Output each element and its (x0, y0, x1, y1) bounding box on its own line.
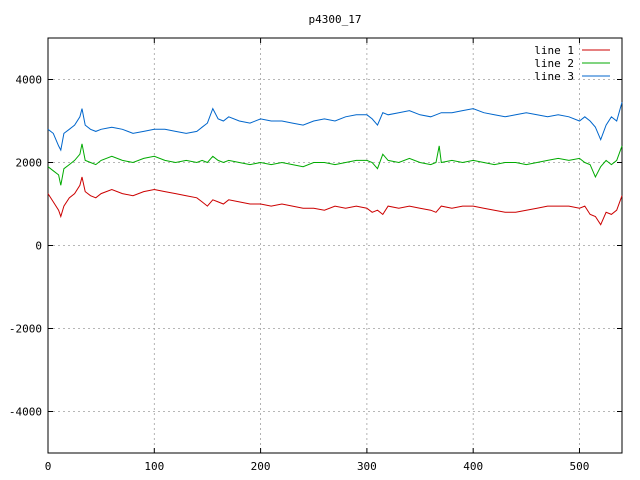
series-lines (47, 102, 623, 226)
legend-label-2: line 2 (534, 57, 574, 70)
series-line-3 (47, 102, 623, 152)
x-tick-label: 400 (463, 460, 483, 473)
series-line-2 (47, 143, 623, 186)
y-tick-label: -4000 (9, 406, 42, 419)
x-tick-label: 300 (357, 460, 377, 473)
legend-label-3: line 3 (534, 70, 574, 83)
series-line-1 (47, 176, 623, 226)
y-tick-label: 0 (35, 240, 42, 253)
y-tick-label: 2000 (16, 157, 43, 170)
axis-ticks: 0 100 200 300 400 500 -4000 -2000 0 2000 4000 (9, 38, 622, 473)
x-tick-label: 100 (144, 460, 164, 473)
y-tick-label: 4000 (16, 74, 43, 87)
grid (48, 38, 622, 453)
plot-area-frame (47, 37, 623, 454)
chart-title: p4300_17 (309, 13, 362, 26)
y-tick-label: -2000 (9, 323, 42, 336)
legend-label-1: line 1 (534, 44, 574, 57)
x-tick-label: 0 (45, 460, 52, 473)
x-tick-label: 200 (251, 460, 271, 473)
x-tick-label: 500 (570, 460, 590, 473)
